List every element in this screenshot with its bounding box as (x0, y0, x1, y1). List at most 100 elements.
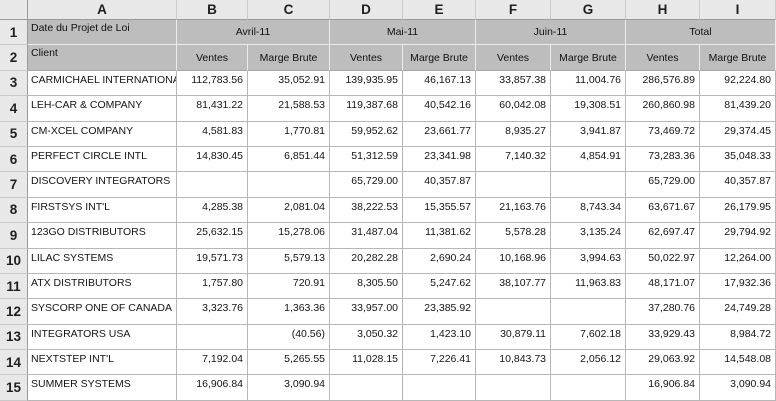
value-cell[interactable]: 5,579.13 (248, 248, 330, 274)
value-cell[interactable]: 3,090.94 (700, 375, 776, 401)
row-header-6[interactable]: 6 (0, 146, 28, 173)
client-cell[interactable]: SUMMER SYSTEMS (28, 375, 177, 401)
value-cell[interactable]: 11,963.83 (551, 273, 626, 300)
value-cell[interactable]: 6,851.44 (248, 146, 330, 173)
value-cell[interactable]: 139,935.95 (330, 70, 403, 97)
value-cell[interactable]: 15,278.06 (248, 223, 330, 249)
value-cell[interactable]: 7,140.32 (476, 146, 551, 173)
value-cell[interactable]: 33,929.43 (626, 324, 700, 351)
value-cell[interactable]: 3,050.32 (330, 324, 403, 351)
column-header-h[interactable]: H (626, 0, 700, 20)
value-cell[interactable]: 1,423.10 (403, 324, 476, 351)
value-cell[interactable]: 63,671.67 (626, 197, 700, 224)
value-cell[interactable] (551, 299, 626, 325)
value-cell[interactable]: 11,004.76 (551, 70, 626, 97)
value-cell[interactable]: 1,363.36 (248, 299, 330, 325)
select-all-corner[interactable] (0, 0, 28, 20)
value-cell[interactable]: 21,163.76 (476, 197, 551, 224)
value-cell[interactable]: 29,374.45 (700, 121, 776, 147)
value-cell[interactable]: 33,857.38 (476, 70, 551, 97)
value-cell[interactable]: 8,743.34 (551, 197, 626, 224)
value-cell[interactable] (551, 375, 626, 401)
value-cell[interactable]: 5,578.28 (476, 223, 551, 249)
value-cell[interactable]: 8,305.50 (330, 273, 403, 300)
value-cell[interactable]: 11,381.62 (403, 223, 476, 249)
value-cell[interactable]: 26,179.95 (700, 197, 776, 224)
value-cell[interactable] (551, 172, 626, 198)
client-cell[interactable]: LEH-CAR & COMPANY (28, 96, 177, 122)
value-cell[interactable]: 4,581.83 (177, 121, 248, 147)
cell-title-date-du-projet[interactable]: Date du Projet de Loi (28, 20, 177, 46)
value-cell[interactable]: 73,283.36 (626, 146, 700, 173)
value-cell[interactable] (403, 375, 476, 401)
value-cell[interactable]: 3,135.24 (551, 223, 626, 249)
month-group-header-4[interactable]: Total (626, 20, 776, 46)
value-cell[interactable]: 16,906.84 (177, 375, 248, 401)
value-cell[interactable]: 35,052.91 (248, 70, 330, 97)
value-cell[interactable]: 29,794.92 (700, 223, 776, 249)
value-cell[interactable]: 35,048.33 (700, 146, 776, 173)
value-cell[interactable]: 30,879.11 (476, 324, 551, 351)
value-cell[interactable]: 1,770.81 (248, 121, 330, 147)
value-cell[interactable] (476, 172, 551, 198)
month-group-header-3[interactable]: Juin-11 (476, 20, 626, 46)
value-cell[interactable]: 7,226.41 (403, 350, 476, 376)
value-cell[interactable]: 3,941.87 (551, 121, 626, 147)
row-header-9[interactable]: 9 (0, 223, 28, 249)
value-cell[interactable]: 286,576.89 (626, 70, 700, 97)
value-cell[interactable]: 92,224.80 (700, 70, 776, 97)
column-header-g[interactable]: G (551, 0, 626, 20)
value-cell[interactable]: 5,265.55 (248, 350, 330, 376)
sub-header-3[interactable]: Ventes (330, 45, 403, 71)
column-header-i[interactable]: I (700, 0, 776, 20)
value-cell[interactable]: 14,548.08 (700, 350, 776, 376)
value-cell[interactable]: 14,830.45 (177, 146, 248, 173)
value-cell[interactable]: 4,854.91 (551, 146, 626, 173)
value-cell[interactable]: 7,192.04 (177, 350, 248, 376)
value-cell[interactable]: 112,783.56 (177, 70, 248, 97)
value-cell[interactable]: 10,168.96 (476, 248, 551, 274)
value-cell[interactable]: 5,247.62 (403, 273, 476, 300)
column-header-b[interactable]: B (177, 0, 248, 20)
value-cell[interactable]: 73,469.72 (626, 121, 700, 147)
value-cell[interactable]: 11,028.15 (330, 350, 403, 376)
value-cell[interactable]: 7,602.18 (551, 324, 626, 351)
value-cell[interactable]: 51,312.59 (330, 146, 403, 173)
value-cell[interactable]: 81,439.20 (700, 96, 776, 122)
row-header-2[interactable]: 2 (0, 45, 28, 71)
value-cell[interactable]: 65,729.00 (626, 172, 700, 198)
value-cell[interactable]: 48,171.07 (626, 273, 700, 300)
value-cell[interactable]: 16,906.84 (626, 375, 700, 401)
value-cell[interactable]: 33,957.00 (330, 299, 403, 325)
client-cell[interactable]: CM-XCEL COMPANY (28, 121, 177, 147)
value-cell[interactable]: 17,932.36 (700, 273, 776, 300)
value-cell[interactable]: 21,588.53 (248, 96, 330, 122)
value-cell[interactable]: 119,387.68 (330, 96, 403, 122)
value-cell[interactable] (476, 299, 551, 325)
column-header-e[interactable]: E (403, 0, 476, 20)
value-cell[interactable] (177, 324, 248, 351)
client-cell[interactable]: LILAC SYSTEMS (28, 248, 177, 274)
column-header-d[interactable]: D (330, 0, 403, 20)
sub-header-6[interactable]: Marge Brute (551, 45, 626, 71)
row-header-11[interactable]: 11 (0, 273, 28, 300)
value-cell[interactable]: 4,285.38 (177, 197, 248, 224)
client-cell[interactable]: DISCOVERY INTEGRATORS (28, 172, 177, 198)
value-cell[interactable]: 23,341.98 (403, 146, 476, 173)
value-cell[interactable]: 3,323.76 (177, 299, 248, 325)
value-cell[interactable]: 65,729.00 (330, 172, 403, 198)
column-header-a[interactable]: A (28, 0, 177, 20)
month-group-header-1[interactable]: Avril-11 (177, 20, 330, 46)
client-cell[interactable]: CARMICHAEL INTERNATIONAL (28, 70, 177, 97)
client-cell[interactable]: FIRSTSYS INT'L (28, 197, 177, 224)
column-header-c[interactable]: C (248, 0, 330, 20)
client-cell[interactable]: INTEGRATORS USA (28, 324, 177, 351)
value-cell[interactable]: 23,385.92 (403, 299, 476, 325)
value-cell[interactable]: 40,542.16 (403, 96, 476, 122)
value-cell[interactable]: 720.91 (248, 273, 330, 300)
row-header-8[interactable]: 8 (0, 197, 28, 224)
sub-header-4[interactable]: Marge Brute (403, 45, 476, 71)
value-cell[interactable]: 19,308.51 (551, 96, 626, 122)
value-cell[interactable]: 2,690.24 (403, 248, 476, 274)
sub-header-8[interactable]: Marge Brute (700, 45, 776, 71)
